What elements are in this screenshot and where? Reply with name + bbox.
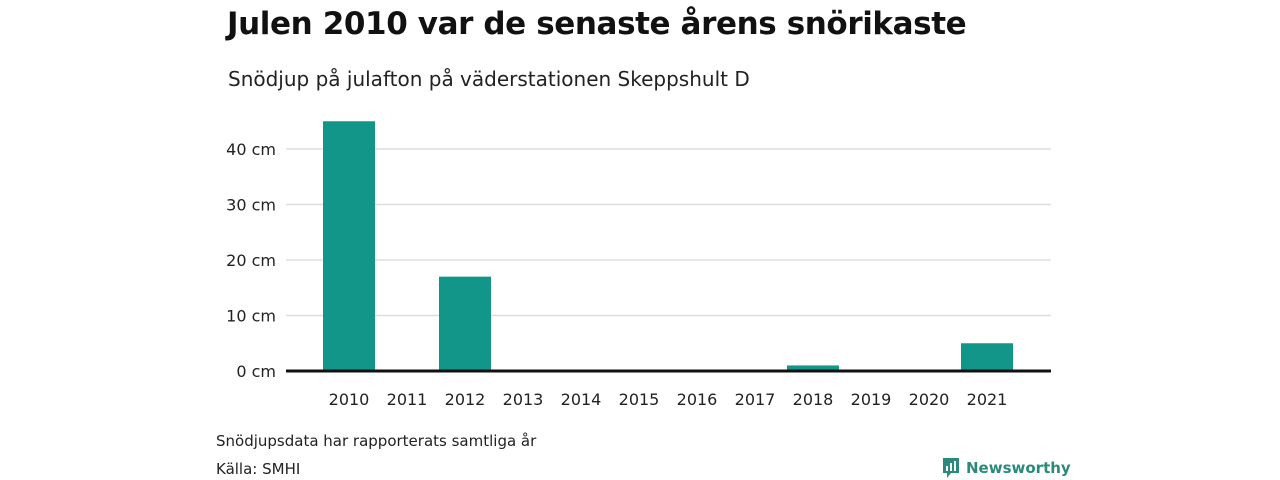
- bar: [439, 276, 491, 371]
- bar: [323, 121, 375, 371]
- x-tick-label: 2018: [793, 390, 834, 409]
- bar: [961, 343, 1013, 371]
- y-tick-label: 20 cm: [226, 251, 276, 270]
- x-tick-label: 2014: [561, 390, 602, 409]
- x-tick-label: 2020: [909, 390, 950, 409]
- y-tick-label: 10 cm: [226, 307, 276, 326]
- newsworthy-logo-icon: [943, 458, 959, 478]
- brand-logo: Newsworthy: [942, 457, 1071, 479]
- grid-lines: [286, 148, 1051, 317]
- bars: [323, 121, 1013, 371]
- x-tick-label: 2011: [387, 390, 428, 409]
- x-tick-label: 2016: [677, 390, 718, 409]
- source-note: Källa: SMHI: [216, 460, 301, 478]
- y-axis-tick-labels: 0 cm 10 cm 20 cm 30 cm 40 cm: [226, 140, 276, 381]
- x-tick-label: 2017: [735, 390, 776, 409]
- x-tick-label: 2013: [503, 390, 544, 409]
- x-tick-label: 2015: [619, 390, 660, 409]
- x-axis-tick-labels: 2010 2011 2012 2013 2014 2015 2016 2017 2018 2019…: [329, 390, 1008, 409]
- chart-subtitle: Snödjup på julafton på väderstationen Sk…: [228, 67, 750, 91]
- y-tick-label: 40 cm: [226, 140, 276, 159]
- x-tick-label: 2019: [851, 390, 892, 409]
- bar: [787, 365, 839, 371]
- x-tick-label: 2012: [445, 390, 486, 409]
- y-tick-label: 0 cm: [236, 362, 276, 381]
- y-tick-label: 30 cm: [226, 196, 276, 215]
- brand-name: Newsworthy: [966, 459, 1071, 477]
- x-tick-label: 2010: [329, 390, 370, 409]
- chart-title: Julen 2010 var de senaste årens snörikas…: [227, 6, 967, 42]
- x-tick-label: 2021: [967, 390, 1008, 409]
- footnote: Snödjupsdata har rapporterats samtliga å…: [216, 432, 537, 450]
